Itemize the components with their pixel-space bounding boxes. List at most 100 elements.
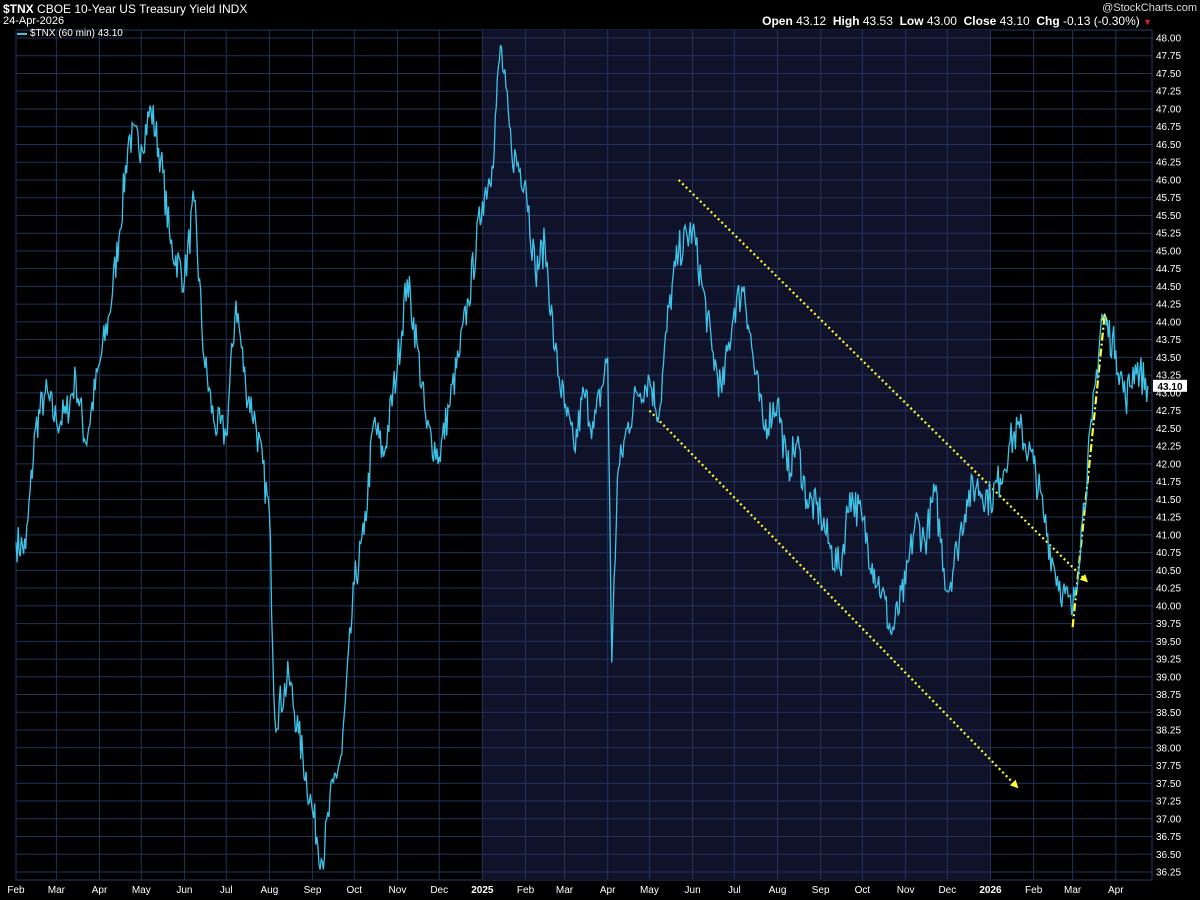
y-tick-label: 40.75: [1156, 548, 1181, 559]
x-tick-label: Nov: [897, 885, 915, 896]
last-value-text: 43.10: [1157, 382, 1182, 393]
y-tick-label: 40.00: [1156, 601, 1181, 612]
x-tick-label: Aug: [769, 885, 787, 896]
x-tick-label: 2026: [979, 885, 1002, 896]
x-tick-label: Jun: [176, 885, 192, 896]
y-tick-label: 44.25: [1156, 300, 1181, 311]
high-value: 43.53: [862, 14, 893, 28]
x-tick-label: Mar: [48, 885, 66, 896]
y-tick-label: 39.25: [1156, 655, 1181, 666]
x-tick-label: May: [132, 885, 151, 896]
x-tick-label: Oct: [347, 885, 363, 896]
y-tick-label: 44.75: [1156, 264, 1181, 275]
open-label: Open: [762, 14, 793, 28]
grid-lines: [15, 30, 1152, 880]
x-tick-label: May: [640, 885, 659, 896]
y-tick-label: 41.00: [1156, 530, 1181, 541]
y-tick-label: 36.25: [1156, 868, 1181, 879]
down-triangle-icon: ▼: [1143, 17, 1152, 27]
y-tick-label: 38.50: [1156, 708, 1181, 719]
change-value: -0.13 (-0.30%): [1063, 14, 1140, 28]
ohlc-summary: Open 43.12 High 43.53 Low 43.00 Close 43…: [762, 14, 1152, 28]
y-tick-label: 43.50: [1156, 353, 1181, 364]
y-tick-label: 43.00: [1156, 388, 1181, 399]
open-value: 43.12: [796, 14, 827, 28]
x-tick-label: Sep: [304, 885, 322, 896]
y-tick-label: 40.50: [1156, 566, 1181, 577]
y-tick-label: 42.75: [1156, 406, 1181, 417]
high-label: High: [832, 14, 860, 28]
y-tick-label: 47.75: [1156, 51, 1181, 62]
x-tick-label: Sep: [812, 885, 830, 896]
y-tick-label: 37.50: [1156, 779, 1181, 790]
y-tick-label: 46.25: [1156, 158, 1181, 169]
y-tick-label: 48.00: [1156, 34, 1181, 45]
x-tick-label: Oct: [855, 885, 871, 896]
y-tick-label: 42.25: [1156, 442, 1181, 453]
x-tick-label: Dec: [938, 885, 956, 896]
symbol-description: CBOE 10-Year US Treasury Yield INDX: [37, 2, 248, 16]
y-tick-label: 37.25: [1156, 797, 1181, 808]
x-tick-label: Mar: [1064, 885, 1082, 896]
y-tick-label: 43.75: [1156, 335, 1181, 346]
y-tick-label: 37.00: [1156, 814, 1181, 825]
close-label: Close: [963, 14, 997, 28]
y-tick-label: 39.50: [1156, 637, 1181, 648]
y-tick-label: 36.75: [1156, 832, 1181, 843]
y-tick-label: 38.00: [1156, 743, 1181, 754]
y-tick-label: 42.00: [1156, 459, 1181, 470]
brand-label[interactable]: @StockCharts.com: [1102, 2, 1197, 14]
y-tick-label: 46.75: [1156, 122, 1181, 133]
last-value-marker: 43.10: [1153, 379, 1187, 393]
y-tick-label: 41.75: [1156, 477, 1181, 488]
chart-title: $TNX CBOE 10-Year US Treasury Yield INDX: [3, 2, 247, 16]
x-tick-label: Mar: [556, 885, 574, 896]
x-tick-label: Apr: [1108, 885, 1124, 896]
chart-date: 24-Apr-2026: [3, 15, 65, 27]
shaded-period-background: [482, 30, 991, 880]
trendline-1: [677, 179, 1088, 583]
x-tick-label: 2025: [471, 885, 494, 896]
y-tick-label: 47.25: [1156, 87, 1181, 98]
y-tick-label: 46.50: [1156, 140, 1181, 151]
y-tick-label: 38.25: [1156, 726, 1181, 737]
legend-label: $TNX (60 min) 43.10: [30, 28, 123, 39]
x-tick-label: Nov: [389, 885, 407, 896]
x-tick-label: Feb: [1025, 885, 1043, 896]
y-tick-label: 41.25: [1156, 513, 1181, 524]
low-value: 43.00: [926, 14, 957, 28]
y-tick-label: 36.50: [1156, 850, 1181, 861]
y-tick-label: 43.25: [1156, 371, 1181, 382]
x-tick-label: Jul: [728, 885, 741, 896]
y-tick-label: 45.50: [1156, 211, 1181, 222]
y-tick-label: 45.75: [1156, 193, 1181, 204]
y-tick-label: 39.00: [1156, 672, 1181, 683]
y-tick-label: 44.00: [1156, 317, 1181, 328]
price-line-series: [15, 44, 1149, 870]
y-tick-label: 42.50: [1156, 424, 1181, 435]
y-tick-label: 37.75: [1156, 761, 1181, 772]
x-axis-ticks: Feb Mar Apr May Jun Jul Aug Sep Oct Nov Dec 2025 Feb…: [7, 885, 1124, 896]
series-legend: $TNX (60 min) 43.10: [17, 28, 123, 39]
y-tick-label: 46.00: [1156, 175, 1181, 186]
legend-line-icon: [17, 32, 27, 35]
low-label: Low: [899, 14, 924, 28]
x-tick-label: Feb: [517, 885, 535, 896]
last-value-box: [1153, 379, 1187, 392]
x-tick-label: Dec: [430, 885, 448, 896]
y-tick-label: 45.00: [1156, 246, 1181, 257]
y-tick-label: 41.50: [1156, 495, 1181, 506]
y-tick-label: 45.25: [1156, 229, 1181, 240]
close-value: 43.10: [999, 14, 1030, 28]
symbol-label: $TNX: [3, 2, 34, 16]
y-axis-ticks: 48.00 47.75 47.50 47.25 47.00 46.75 46.50 46.25…: [1156, 34, 1181, 879]
x-tick-label: Aug: [260, 885, 278, 896]
x-tick-label: Jun: [685, 885, 701, 896]
y-tick-label: 39.75: [1156, 619, 1181, 630]
y-tick-label: 40.25: [1156, 584, 1181, 595]
y-tick-label: 44.50: [1156, 282, 1181, 293]
change-label: Chg: [1036, 14, 1060, 28]
y-tick-label: 38.75: [1156, 690, 1181, 701]
x-tick-label: Jul: [220, 885, 233, 896]
